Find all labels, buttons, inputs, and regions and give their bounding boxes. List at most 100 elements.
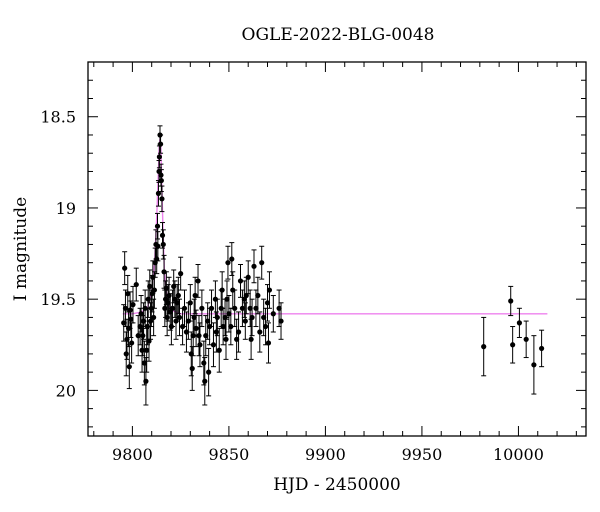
x-tick-label: 10000	[493, 445, 544, 464]
data-marker	[191, 314, 197, 321]
data-point	[235, 311, 242, 353]
data-marker	[146, 338, 152, 344]
x-tick-label: 9800	[112, 445, 153, 464]
data-marker	[226, 311, 232, 317]
data-marker	[235, 329, 242, 335]
data-point	[247, 289, 253, 328]
data-point	[237, 264, 244, 298]
data-point	[202, 357, 208, 406]
data-marker	[154, 223, 161, 229]
data-marker	[122, 305, 129, 311]
data-point	[266, 271, 273, 309]
data-point	[122, 251, 128, 286]
data-point	[196, 315, 202, 357]
data-point	[516, 307, 523, 338]
data-marker	[214, 314, 220, 321]
data-marker	[276, 305, 282, 311]
data-marker	[216, 347, 222, 353]
data-marker	[189, 365, 195, 372]
data-marker	[259, 260, 265, 266]
data-point	[270, 295, 276, 333]
data-point	[155, 231, 161, 262]
y-tick-label: 19	[56, 199, 76, 218]
data-point	[232, 289, 238, 328]
data-point	[523, 320, 529, 359]
data-marker	[213, 329, 219, 335]
data-point	[189, 346, 195, 391]
data-point	[193, 309, 199, 348]
data-point	[219, 271, 225, 309]
data-point	[224, 280, 230, 318]
data-marker	[224, 296, 230, 302]
data-point	[183, 311, 190, 353]
data-marker	[135, 333, 141, 339]
data-point	[251, 249, 257, 284]
data-point	[245, 260, 251, 295]
data-marker	[232, 305, 238, 311]
data-marker	[148, 305, 154, 311]
data-point	[229, 242, 235, 276]
data-point	[151, 271, 157, 309]
data-point	[220, 307, 226, 346]
data-point	[214, 298, 220, 337]
data-marker	[203, 333, 209, 339]
data-marker	[219, 287, 225, 293]
data-marker	[234, 336, 240, 342]
data-point	[128, 300, 134, 338]
y-tick-label: 20	[56, 381, 76, 400]
data-marker	[151, 287, 157, 293]
data-point	[259, 245, 265, 280]
data-marker	[508, 298, 514, 304]
data-marker	[133, 281, 139, 288]
data-marker	[481, 344, 487, 350]
data-point	[248, 318, 254, 360]
data-marker	[262, 323, 269, 330]
data-point	[278, 302, 284, 340]
data-marker	[164, 314, 170, 321]
data-marker	[125, 291, 131, 297]
data-marker	[155, 243, 161, 249]
data-marker	[144, 347, 150, 353]
data-marker	[187, 300, 193, 306]
data-marker	[138, 311, 144, 317]
data-marker	[510, 342, 516, 348]
data-marker	[255, 292, 261, 299]
data-point	[158, 169, 164, 193]
model-curve	[122, 138, 548, 315]
x-axis-label: HJD - 2450000	[273, 475, 401, 495]
data-marker	[155, 190, 162, 196]
data-marker	[237, 278, 244, 284]
data-point	[265, 322, 272, 364]
data-point	[151, 298, 157, 337]
data-point	[175, 276, 181, 315]
data-marker	[128, 316, 134, 322]
data-point	[169, 289, 176, 328]
data-marker	[126, 364, 132, 370]
data-marker	[210, 342, 217, 348]
data-marker	[196, 333, 202, 339]
data-marker	[253, 305, 259, 311]
data-point	[216, 327, 222, 373]
plot-frame	[87, 61, 587, 437]
data-marker	[251, 263, 257, 269]
data-point	[242, 302, 248, 340]
data-marker	[143, 378, 149, 384]
data-marker	[199, 305, 205, 311]
data-marker	[160, 241, 166, 248]
data-marker	[531, 362, 537, 368]
data-marker	[208, 305, 215, 311]
data-marker	[140, 333, 146, 339]
data-point	[531, 335, 537, 395]
data-point	[192, 276, 198, 315]
data-point	[199, 289, 205, 328]
data-marker	[197, 342, 203, 348]
data-marker	[156, 154, 163, 160]
data-point	[241, 280, 247, 318]
data-marker	[192, 292, 198, 299]
data-marker	[181, 305, 188, 311]
data-point	[257, 311, 263, 353]
data-point	[481, 316, 487, 377]
x-tick-labels: 9800 9850 9900 9950 10000	[112, 445, 544, 464]
data-marker	[264, 300, 271, 306]
x-tick-label: 9950	[402, 445, 443, 464]
